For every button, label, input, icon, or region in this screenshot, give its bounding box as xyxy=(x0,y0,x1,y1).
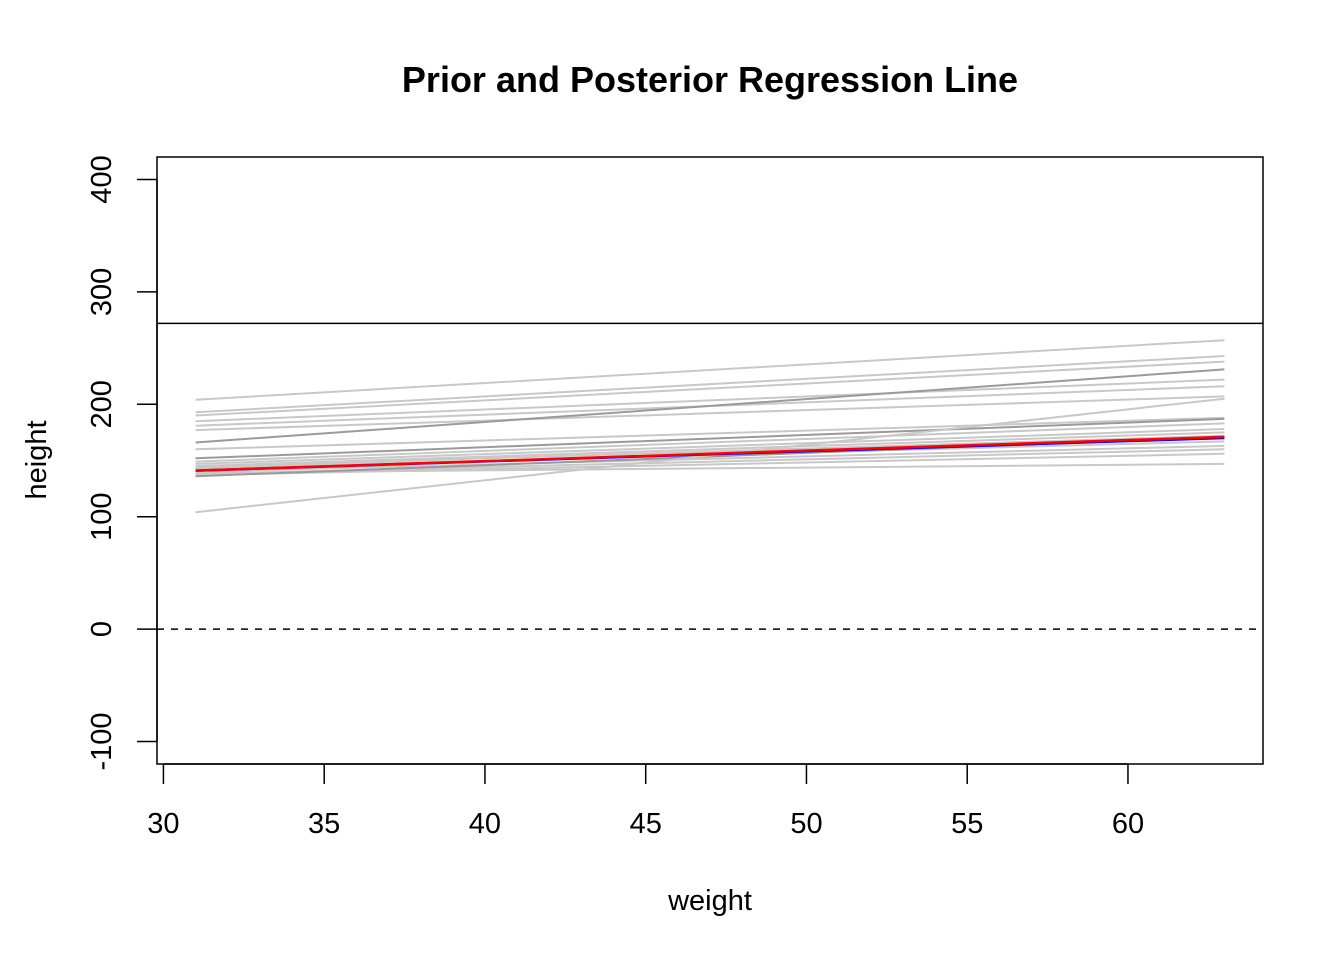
y-tick-label: 200 xyxy=(86,380,118,428)
prior-sample-line-17 xyxy=(195,462,1225,474)
x-tick-label: 40 xyxy=(469,808,501,840)
posterior-mean-line-21 xyxy=(195,435,1225,472)
prior-sample-line-10 xyxy=(195,428,1225,465)
y-tick-label: 0 xyxy=(86,621,118,637)
prior-sample-line-14 xyxy=(195,444,1225,473)
x-tick-label: 55 xyxy=(951,808,983,840)
x-tick-label: 35 xyxy=(308,808,340,840)
y-axis-label: height xyxy=(21,420,53,499)
y-tick-label: 300 xyxy=(86,268,118,316)
x-axis-label: weight xyxy=(667,885,752,917)
y-tick-label: 400 xyxy=(86,155,118,203)
reference-lines xyxy=(157,322,1263,630)
prior-sample-line-6 xyxy=(195,368,1225,444)
x-tick-label: 30 xyxy=(147,808,179,840)
plot-lines xyxy=(195,339,1225,514)
x-tick-label: 50 xyxy=(790,808,822,840)
prior-sample-line-11 xyxy=(195,431,1225,468)
prior-sample-line-0 xyxy=(195,339,1225,401)
x-tick-label: 60 xyxy=(1112,808,1144,840)
prior-sample-line-7 xyxy=(195,416,1225,451)
prior-sample-line-2 xyxy=(195,360,1225,417)
prior-sample-line-1 xyxy=(195,355,1225,414)
y-axis: -100 0 100 200 300 400 xyxy=(86,155,158,771)
prior-sample-line-9 xyxy=(195,422,1225,463)
y-tick-label: -100 xyxy=(86,712,118,770)
y-tick-label: 100 xyxy=(86,493,118,541)
prior-sample-line-8 xyxy=(195,417,1225,460)
chart-title: Prior and Posterior Regression Line xyxy=(402,59,1018,100)
x-tick-label: 45 xyxy=(630,808,662,840)
x-axis: 30 35 40 45 50 55 60 xyxy=(147,763,1144,840)
prior-sample-line-12 xyxy=(195,434,1225,469)
prior-sample-line-3 xyxy=(195,378,1225,423)
prior-sample-line-5 xyxy=(195,395,1225,432)
